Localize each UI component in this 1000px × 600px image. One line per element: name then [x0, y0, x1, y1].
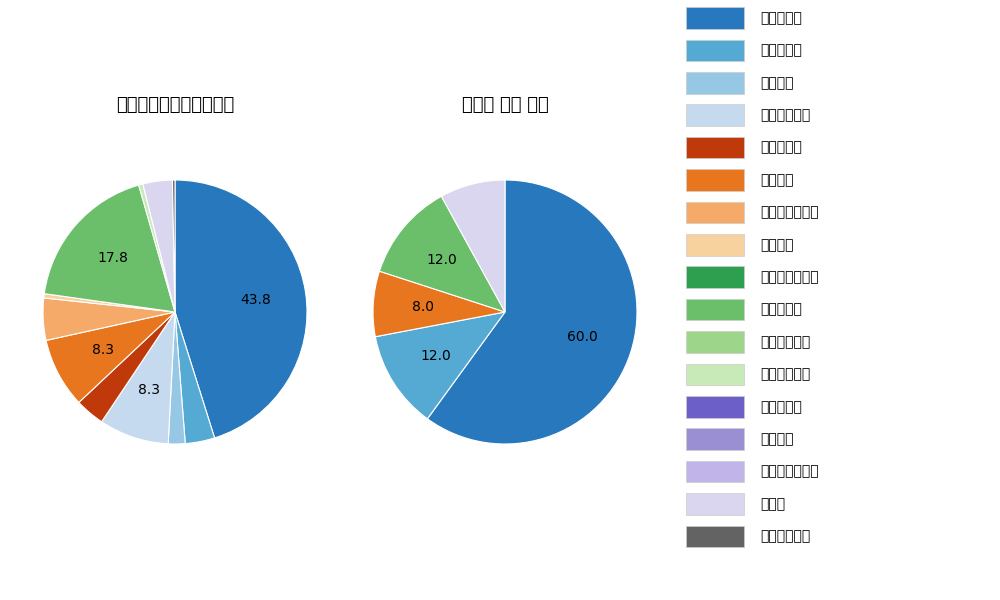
- Wedge shape: [43, 298, 175, 340]
- Text: スプリット: スプリット: [760, 140, 802, 155]
- FancyBboxPatch shape: [686, 266, 744, 288]
- FancyBboxPatch shape: [686, 169, 744, 191]
- Wedge shape: [379, 196, 505, 312]
- Text: シンカー: シンカー: [760, 238, 794, 252]
- FancyBboxPatch shape: [686, 396, 744, 418]
- Wedge shape: [427, 180, 637, 444]
- Text: スライダー: スライダー: [760, 302, 802, 317]
- Wedge shape: [46, 312, 175, 403]
- Text: 60.0: 60.0: [567, 330, 598, 344]
- Wedge shape: [44, 185, 175, 312]
- Text: 8.3: 8.3: [138, 383, 160, 397]
- Wedge shape: [441, 180, 505, 312]
- Text: パワーカーブ: パワーカーブ: [760, 367, 810, 382]
- Wedge shape: [168, 312, 185, 444]
- Text: 12.0: 12.0: [427, 253, 457, 267]
- FancyBboxPatch shape: [686, 72, 744, 94]
- Text: 12.0: 12.0: [421, 349, 451, 363]
- FancyBboxPatch shape: [686, 461, 744, 482]
- FancyBboxPatch shape: [686, 137, 744, 158]
- FancyBboxPatch shape: [686, 493, 744, 515]
- Wedge shape: [143, 180, 175, 312]
- Text: ナックル: ナックル: [760, 432, 794, 446]
- FancyBboxPatch shape: [686, 299, 744, 320]
- FancyBboxPatch shape: [686, 40, 744, 61]
- Text: カットボール: カットボール: [760, 108, 810, 122]
- Wedge shape: [172, 180, 175, 312]
- Text: 8.3: 8.3: [92, 343, 114, 357]
- Wedge shape: [44, 293, 175, 312]
- Wedge shape: [79, 312, 175, 422]
- Text: ツーシーム: ツーシーム: [760, 43, 802, 58]
- Text: ストレート: ストレート: [760, 11, 802, 25]
- Wedge shape: [375, 312, 505, 419]
- Wedge shape: [175, 312, 215, 443]
- FancyBboxPatch shape: [686, 104, 744, 126]
- Text: チェンジアップ: チェンジアップ: [760, 205, 819, 220]
- FancyBboxPatch shape: [686, 428, 744, 450]
- FancyBboxPatch shape: [686, 526, 744, 547]
- Text: カーブ: カーブ: [760, 497, 785, 511]
- FancyBboxPatch shape: [686, 331, 744, 353]
- Wedge shape: [139, 184, 175, 312]
- Text: フォーク: フォーク: [760, 173, 794, 187]
- Title: 長谷川 信哉 選手: 長谷川 信哉 選手: [462, 95, 548, 113]
- Text: 43.8: 43.8: [241, 293, 271, 307]
- Text: ナックルカーブ: ナックルカーブ: [760, 464, 819, 479]
- Title: パ・リーグ全プレイヤー: パ・リーグ全プレイヤー: [116, 95, 234, 113]
- Text: 縦スライダー: 縦スライダー: [760, 335, 810, 349]
- FancyBboxPatch shape: [686, 7, 744, 29]
- Text: シュート: シュート: [760, 76, 794, 90]
- Text: 8.0: 8.0: [412, 300, 434, 314]
- FancyBboxPatch shape: [686, 202, 744, 223]
- Wedge shape: [373, 271, 505, 337]
- Text: 17.8: 17.8: [98, 251, 129, 265]
- Wedge shape: [102, 312, 175, 444]
- Text: スローカーブ: スローカーブ: [760, 529, 810, 544]
- Text: 高速スライダー: 高速スライダー: [760, 270, 819, 284]
- FancyBboxPatch shape: [686, 234, 744, 256]
- FancyBboxPatch shape: [686, 364, 744, 385]
- Wedge shape: [175, 180, 307, 438]
- Text: スクリュー: スクリュー: [760, 400, 802, 414]
